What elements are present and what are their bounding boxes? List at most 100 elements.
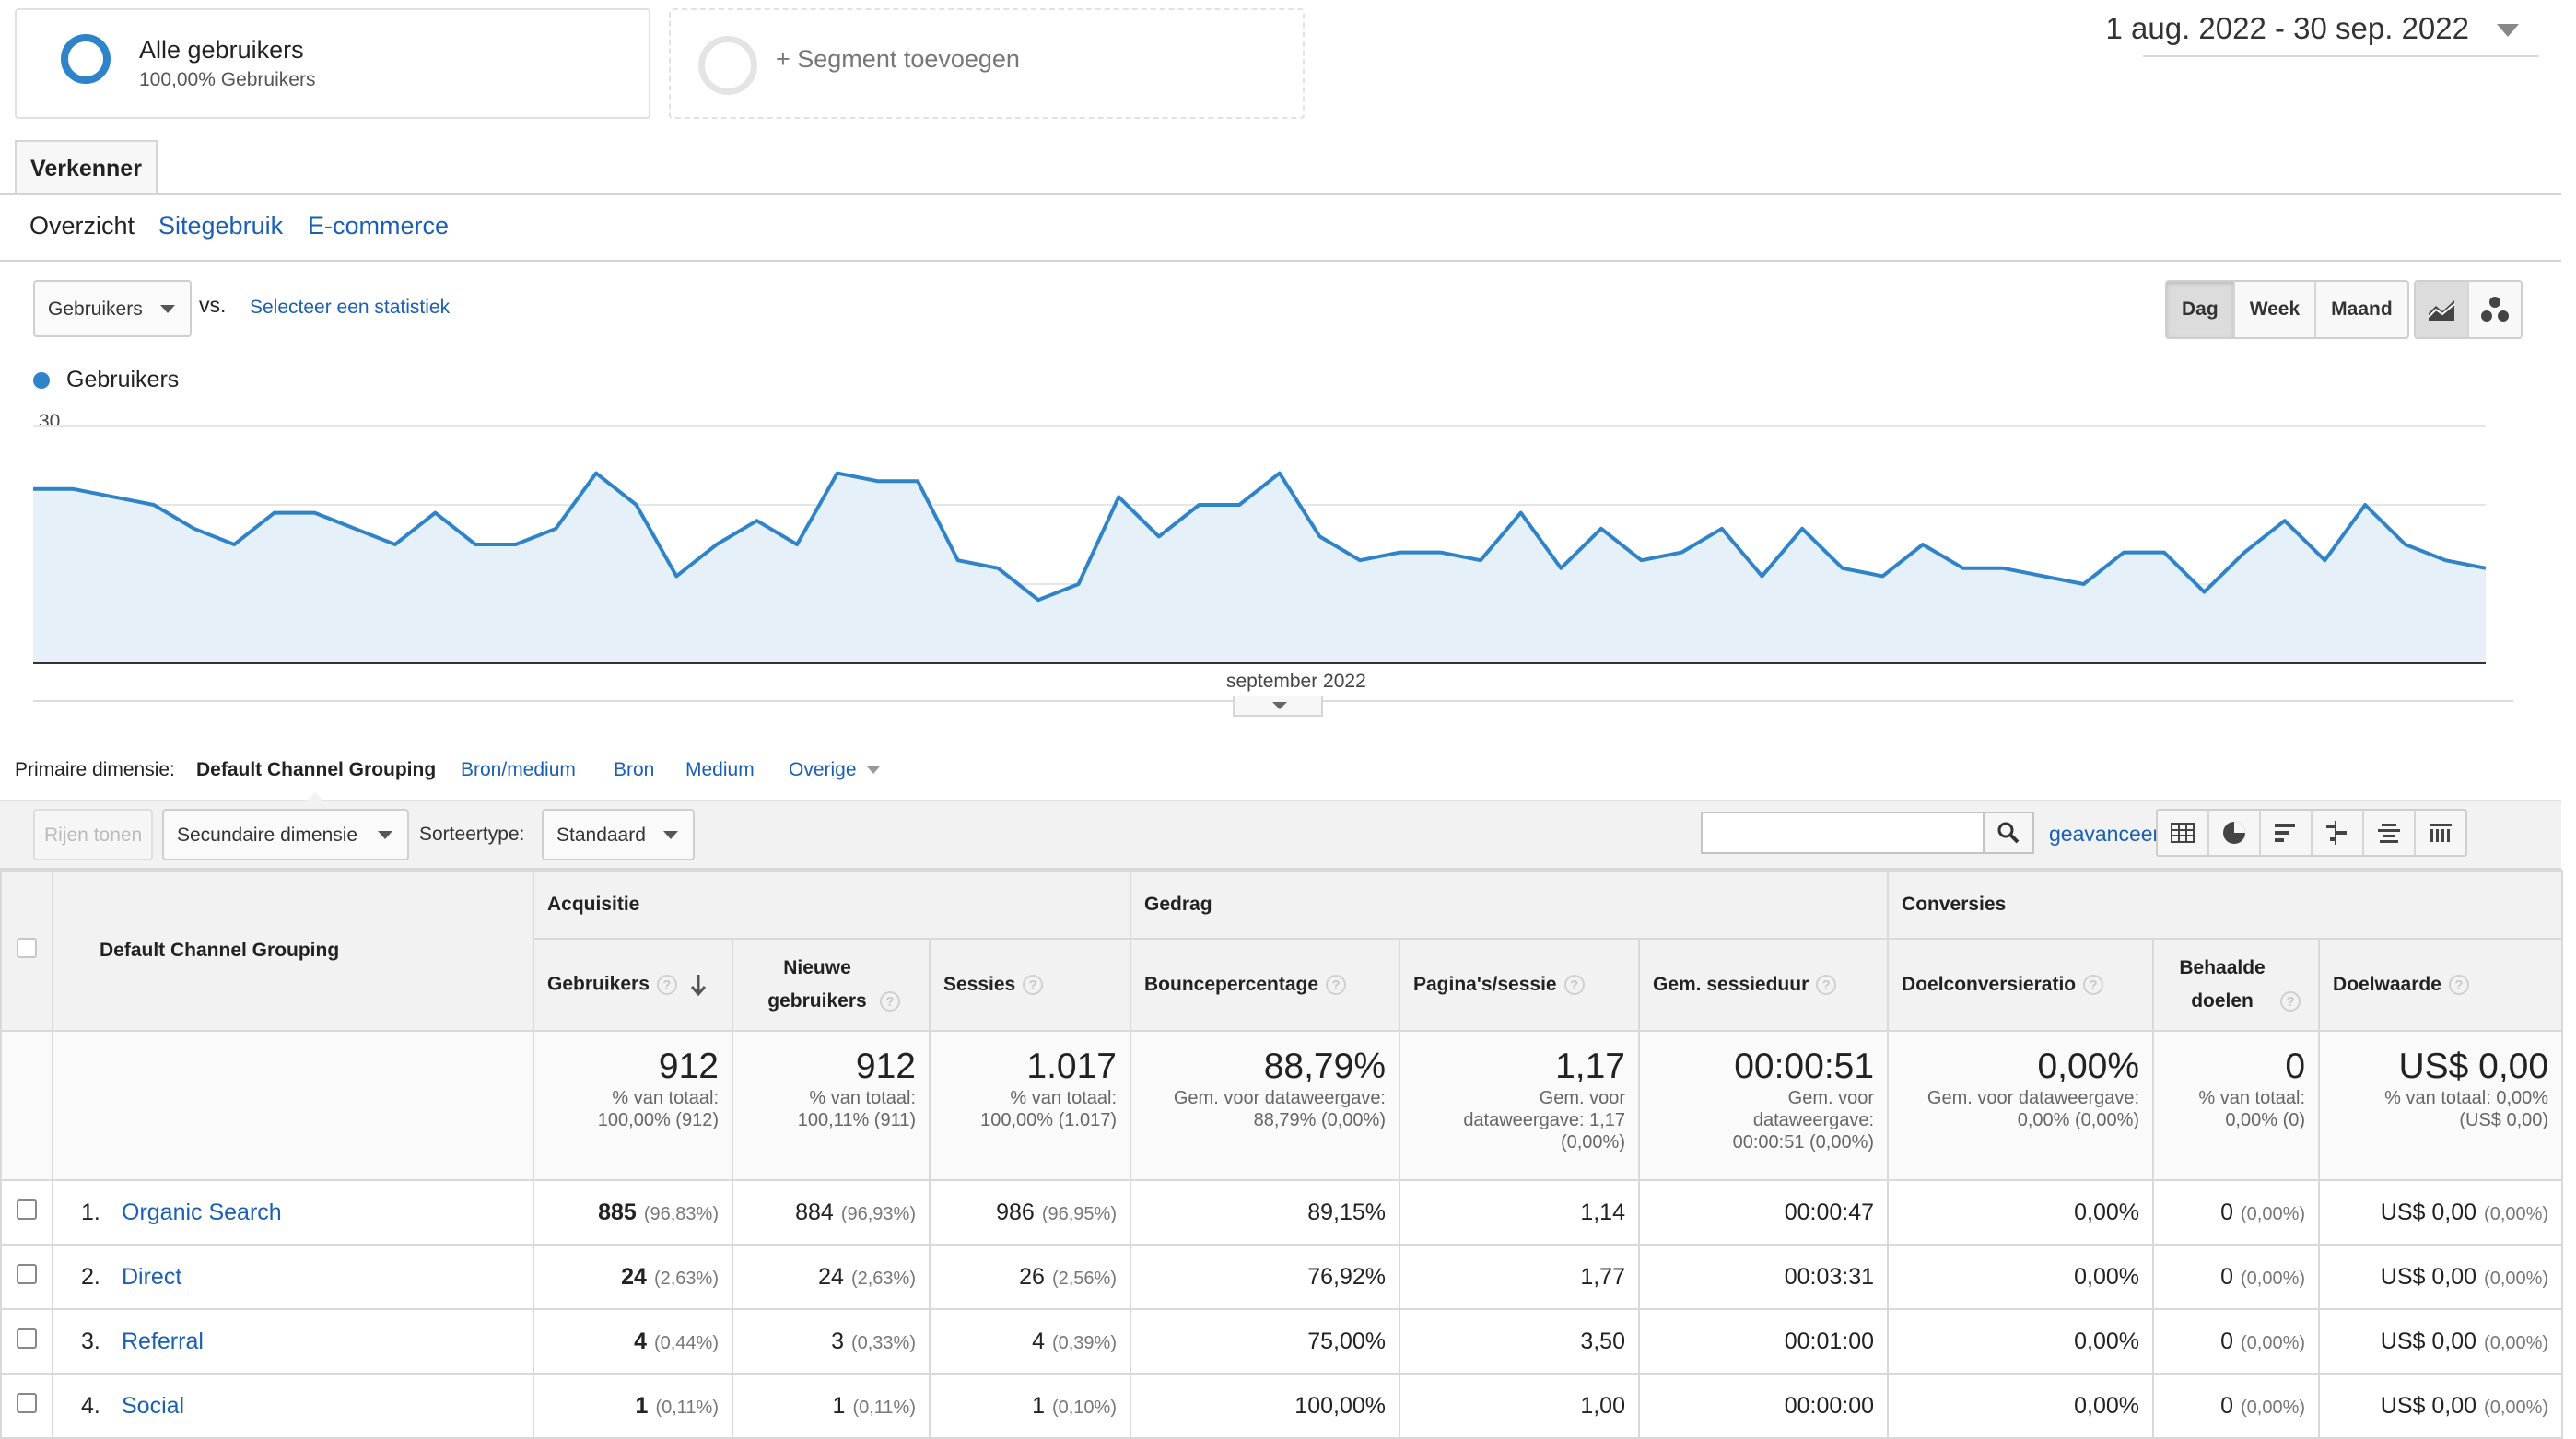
row-checkbox[interactable] — [17, 1392, 37, 1413]
row-checkbox[interactable] — [17, 1263, 37, 1284]
view-pivot-button[interactable] — [2416, 811, 2465, 855]
help-icon[interactable]: ? — [656, 975, 677, 995]
help-icon[interactable]: ? — [1326, 975, 1347, 996]
column-header-users[interactable]: Gebruikers? — [533, 938, 733, 1032]
advanced-filter-link[interactable]: geavanceerd — [2049, 822, 2172, 846]
add-segment-button[interactable]: + Segment toevoegen — [669, 8, 1305, 119]
date-range-picker[interactable]: 1 aug. 2022 - 30 sep. 2022 — [2105, 11, 2519, 46]
cell-value: 1,77 — [1580, 1263, 1625, 1290]
channel-link[interactable]: Direct — [122, 1263, 182, 1290]
row-checkbox[interactable] — [17, 1328, 37, 1349]
view-performance-button[interactable] — [2261, 811, 2313, 855]
users-cell: 24 (2,63%) — [533, 1244, 733, 1310]
tab-explorer[interactable]: Verkenner — [15, 140, 158, 195]
users-cell: 4 (0,44%) — [533, 1308, 733, 1375]
dimension-header[interactable]: Default Channel Grouping — [52, 870, 534, 1032]
select-statistic-link[interactable]: Selecteer een statistiek — [250, 297, 451, 318]
avg-duration-cell: 00:01:00 — [1637, 1308, 1890, 1375]
cell-percentage: (0,11%) — [655, 1397, 719, 1418]
sessions-cell: 1 (0,10%) — [929, 1373, 1131, 1439]
metric-select[interactable]: Gebruikers — [33, 280, 192, 337]
help-icon[interactable]: ? — [1023, 975, 1044, 996]
totals-cell: 912% van totaal: 100,00% (912) — [533, 1030, 733, 1181]
totals-note: 00:00:51 (0,00%) — [1732, 1132, 1875, 1152]
row-checkbox[interactable] — [17, 1199, 37, 1220]
cell-value: 884 — [795, 1199, 834, 1225]
term-cloud-icon — [2378, 824, 2400, 843]
column-header-bounce-rate[interactable]: Bouncepercentage? — [1130, 938, 1400, 1032]
line-chart-button[interactable] — [2416, 282, 2469, 337]
secondary-dimension-label: Secundaire dimensie — [177, 825, 358, 846]
help-icon[interactable]: ? — [880, 991, 900, 1012]
column-header-goal-value[interactable]: Doelwaarde? — [2318, 938, 2564, 1032]
motion-chart-button[interactable] — [2469, 282, 2521, 337]
chevron-down-icon — [160, 305, 175, 313]
totals-value: 1,17 — [1555, 1047, 1625, 1086]
active-dimension-pointer — [306, 792, 324, 801]
help-icon[interactable]: ? — [1563, 975, 1585, 996]
new-users-cell: 884 (96,93%) — [732, 1179, 931, 1246]
cell-value: 885 — [598, 1199, 637, 1225]
help-icon[interactable]: ? — [1816, 975, 1837, 996]
totals-value: US$ 0,00 — [2398, 1047, 2549, 1086]
series-line — [33, 471, 2487, 603]
sort-type-select[interactable]: Standaard — [542, 809, 695, 860]
granularity-week-button[interactable]: Week — [2235, 282, 2317, 337]
date-range-label: 1 aug. 2022 - 30 sep. 2022 — [2105, 11, 2470, 45]
cell-value: US$ 0,00 — [2380, 1199, 2477, 1225]
subtab-overview[interactable]: Overzicht — [29, 212, 135, 240]
help-icon[interactable]: ? — [2280, 991, 2301, 1012]
legend-label: Gebruikers — [66, 367, 180, 392]
totals-note: dataweergave: 1,17 — [1463, 1110, 1625, 1130]
granularity-month-button[interactable]: Maand — [2331, 298, 2393, 320]
avg-duration-cell: 00:00:47 — [1637, 1179, 1890, 1246]
dimension-medium[interactable]: Medium — [685, 759, 755, 780]
dimension-source-medium[interactable]: Bron/medium — [461, 759, 576, 780]
dimension-default-channel[interactable]: Default Channel Grouping — [196, 759, 437, 780]
cell-value: 0,00% — [2074, 1392, 2140, 1419]
channel-link[interactable]: Social — [122, 1392, 185, 1419]
channel-link[interactable]: Referral — [122, 1328, 204, 1354]
subtab-site-usage[interactable]: Sitegebruik — [158, 212, 284, 240]
cell-value: 75,00% — [1307, 1328, 1386, 1354]
search-button[interactable] — [1983, 812, 2034, 854]
view-term-cloud-button[interactable] — [2364, 811, 2416, 855]
channel-link[interactable]: Organic Search — [122, 1199, 282, 1225]
column-label: Bouncepercentage — [1144, 974, 1319, 995]
subtab-ecommerce[interactable]: E-commerce — [308, 212, 450, 240]
granularity-day-button[interactable]: Dag — [2167, 282, 2235, 337]
secondary-dimension-select[interactable]: Secundaire dimensie — [162, 809, 409, 860]
group-header-acquisition: Acquisitie — [533, 870, 1131, 940]
show-rows-button[interactable]: Rijen tonen — [33, 809, 153, 860]
column-header-sessions[interactable]: Sessies? — [929, 938, 1131, 1032]
row-number: 1. — [81, 1199, 100, 1225]
totals-note: % van totaal: — [612, 1088, 719, 1108]
chart-expander-button[interactable] — [1233, 696, 1323, 717]
dimension-other[interactable]: Overige — [789, 759, 881, 781]
users-cell: 885 (96,83%) — [533, 1179, 733, 1246]
select-all-checkbox[interactable] — [17, 938, 37, 958]
view-pie-button[interactable] — [2209, 811, 2261, 855]
column-label: Doelconversieratio — [1902, 974, 2077, 995]
row-number: 2. — [81, 1263, 100, 1290]
conversion-rate-cell: 0,00% — [1887, 1373, 2155, 1439]
table-search-input[interactable] — [1701, 812, 2032, 854]
dimension-source[interactable]: Bron — [614, 759, 655, 780]
date-underline — [2143, 55, 2539, 57]
column-header-pages-per-session[interactable]: Pagina's/sessie? — [1399, 938, 1640, 1032]
row-number: 4. — [81, 1392, 100, 1419]
column-header-new-users[interactable]: Nieuwe gebruikers? — [732, 938, 931, 1032]
column-header-goal-completions[interactable]: Behaalde doelen? — [2152, 938, 2321, 1032]
help-icon[interactable]: ? — [2448, 975, 2469, 996]
view-comparison-button[interactable] — [2313, 811, 2364, 855]
bounce-rate-cell: 100,00% — [1130, 1373, 1400, 1439]
segment-all-users[interactable]: Alle gebruikers 100,00% Gebruikers — [15, 8, 650, 119]
column-label: Sessies — [943, 974, 1016, 995]
cell-value: 26 — [1019, 1263, 1045, 1290]
view-table-button[interactable] — [2158, 811, 2209, 855]
column-header-avg-session-duration[interactable]: Gem. sessieduur? — [1637, 938, 1890, 1032]
help-icon[interactable]: ? — [2083, 975, 2104, 996]
cell-value: 00:00:00 — [1784, 1392, 1875, 1419]
column-header-goal-conversion-rate[interactable]: Doelconversieratio? — [1887, 938, 2155, 1032]
totals-note: (US$ 0,00) — [2459, 1110, 2549, 1130]
